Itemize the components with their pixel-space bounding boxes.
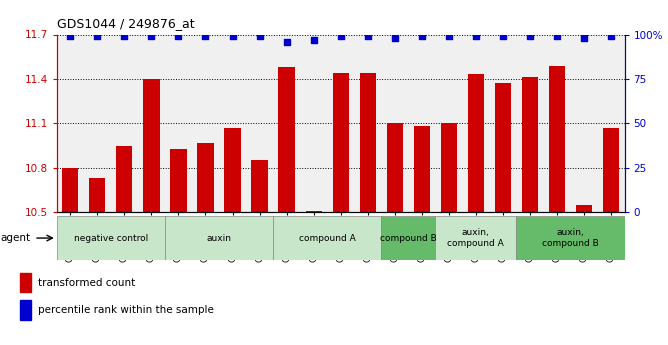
Bar xyxy=(251,160,268,212)
Bar xyxy=(522,77,538,212)
Point xyxy=(227,33,238,39)
Point xyxy=(92,33,103,39)
Point xyxy=(470,33,481,39)
Bar xyxy=(57,216,165,260)
Bar xyxy=(516,216,625,260)
Text: compound A: compound A xyxy=(299,234,355,243)
Point xyxy=(524,33,535,39)
Bar xyxy=(20,273,31,292)
Bar xyxy=(62,168,78,212)
Bar xyxy=(387,123,403,212)
Bar xyxy=(468,75,484,212)
Text: negative control: negative control xyxy=(73,234,148,243)
Text: GDS1044 / 249876_at: GDS1044 / 249876_at xyxy=(57,17,194,30)
Point xyxy=(552,33,562,39)
Text: auxin,
compound A: auxin, compound A xyxy=(448,228,504,248)
Point xyxy=(173,33,184,39)
Text: compound B: compound B xyxy=(380,234,437,243)
Text: auxin: auxin xyxy=(206,234,232,243)
Bar xyxy=(197,142,214,212)
Point xyxy=(389,35,400,41)
Bar xyxy=(279,67,295,212)
Bar xyxy=(413,126,430,212)
Bar xyxy=(333,73,349,212)
Bar xyxy=(495,83,511,212)
Text: agent: agent xyxy=(0,233,30,243)
Bar xyxy=(116,146,132,212)
Bar xyxy=(359,73,376,212)
Bar xyxy=(170,148,186,212)
Point xyxy=(578,35,589,41)
Bar xyxy=(224,128,240,212)
Point xyxy=(309,37,319,42)
Point xyxy=(335,33,346,39)
Bar xyxy=(144,79,160,212)
Point xyxy=(65,33,75,39)
Bar xyxy=(165,216,273,260)
Text: percentile rank within the sample: percentile rank within the sample xyxy=(37,305,214,315)
Point xyxy=(416,33,427,39)
Point xyxy=(281,39,292,45)
Bar xyxy=(273,216,381,260)
Point xyxy=(362,33,373,39)
Point xyxy=(200,33,211,39)
Point xyxy=(606,33,617,39)
Point xyxy=(444,33,454,39)
Text: auxin,
compound B: auxin, compound B xyxy=(542,228,599,248)
Bar xyxy=(603,128,619,212)
Bar xyxy=(381,216,436,260)
Text: transformed count: transformed count xyxy=(37,278,135,288)
Point xyxy=(119,33,130,39)
Point xyxy=(498,33,508,39)
Point xyxy=(255,33,265,39)
Bar xyxy=(576,205,592,212)
Bar xyxy=(549,66,565,212)
Bar xyxy=(436,216,516,260)
Bar xyxy=(441,123,457,212)
Bar xyxy=(90,178,106,212)
Point xyxy=(146,33,157,39)
Bar xyxy=(20,300,31,320)
Bar xyxy=(305,211,322,212)
